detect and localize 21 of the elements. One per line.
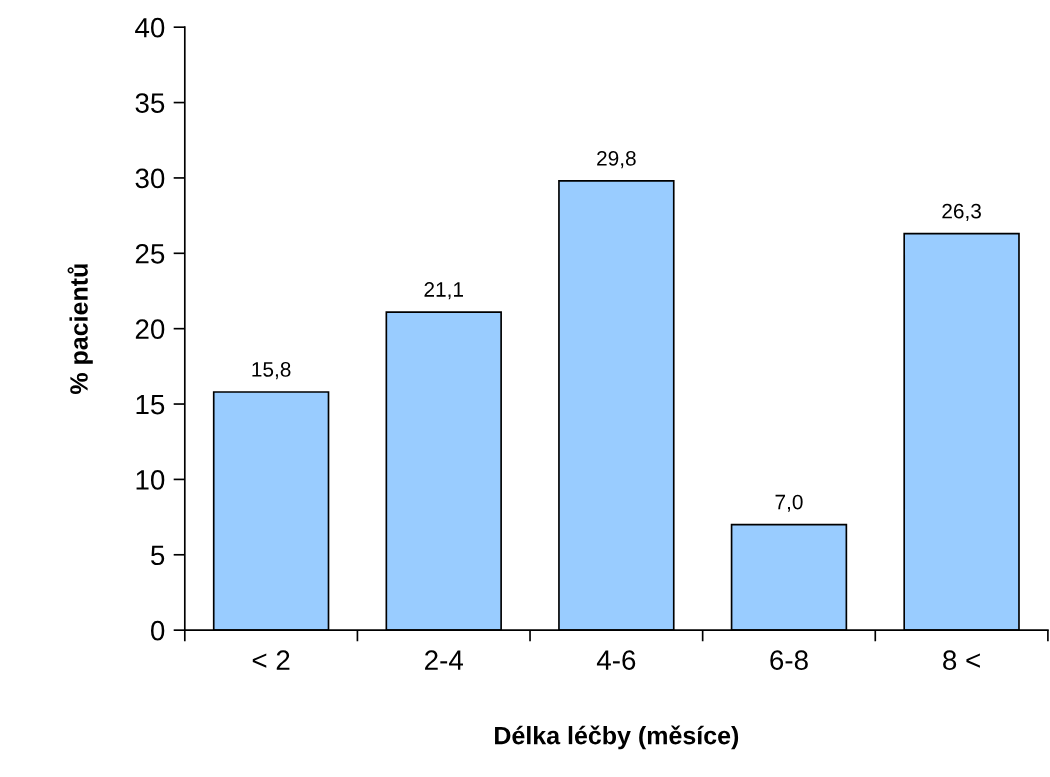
y-tick-label: 20: [135, 319, 165, 340]
y-tick-label: 15: [136, 394, 165, 415]
y-tick-label: 35: [135, 93, 165, 113]
x-tick-label: 8 <: [943, 650, 980, 670]
data-label: 26,3: [942, 203, 981, 221]
y-tick-label: 5: [151, 545, 165, 566]
y-tick-label: 40: [135, 17, 165, 38]
y-axis-title: % pacientů: [67, 264, 93, 395]
y-tick-label: 10: [136, 470, 165, 490]
x-axis-title: Délka léčby (měsíce): [495, 725, 739, 750]
data-label: 29,8: [597, 150, 636, 169]
data-label: 7,0: [775, 494, 803, 512]
x-tick-label: 4-6: [596, 650, 636, 670]
y-tick-label: 0: [150, 620, 165, 641]
x-tick-label: 6-8: [770, 650, 808, 670]
y-tick-label: 30: [135, 168, 165, 189]
x-tick-label: 2-4: [425, 650, 463, 670]
data-label: 15,8: [252, 362, 291, 380]
y-tick-label: 25: [135, 243, 165, 264]
data-label: 21,1: [424, 282, 463, 300]
x-tick-label: < 2: [252, 650, 290, 670]
